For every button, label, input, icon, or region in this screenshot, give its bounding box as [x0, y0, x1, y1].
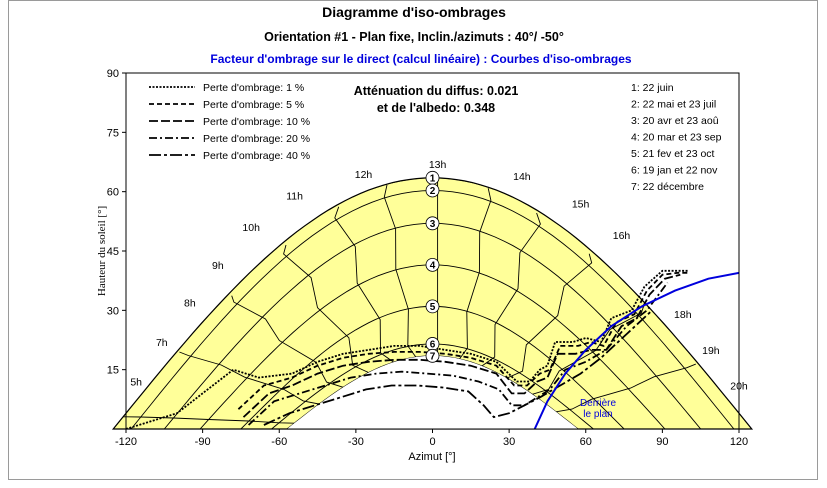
day-legend-item-5: 5: 21 fev et 23 oct — [631, 148, 715, 160]
hour-line-1 — [179, 351, 322, 405]
shadow-region — [286, 355, 579, 429]
day-marker-label-6: 6 — [430, 339, 436, 350]
day-marker-circle-3 — [425, 216, 440, 231]
hour-label-16h: 16h — [613, 230, 631, 242]
x-tick-label-90: 90 — [656, 436, 668, 448]
x-tick-label--120: -120 — [115, 436, 137, 448]
hour-label-12h: 12h — [355, 169, 373, 181]
hour-line-3 — [283, 244, 372, 375]
hour-label-18h: 18h — [674, 309, 692, 321]
y-tick-label-15: 15 — [107, 365, 119, 377]
x-tick-label--30: -30 — [348, 436, 364, 448]
hour-label-8h: 8h — [184, 297, 196, 309]
hour-label-10h: 10h — [242, 222, 260, 234]
legend-label-4: Perte d'ombrage: 20 % — [203, 133, 310, 145]
hour-line-8 — [479, 212, 541, 368]
x-tick-label-60: 60 — [580, 436, 592, 448]
behind-plane-label-2: le plan — [583, 409, 612, 420]
day-marker-label-2: 2 — [430, 186, 436, 197]
day-legend-item-4: 4: 20 mar et 23 sep — [631, 132, 722, 144]
day-markers: 1 2 3 4 5 67 — [425, 170, 440, 363]
behind-plane-label-1: Derrière — [580, 398, 617, 409]
hour-line-11 — [553, 363, 696, 413]
day-marker-circle-2 — [425, 183, 440, 198]
y-tick-label-75: 75 — [107, 127, 119, 139]
hour-label-11h: 11h — [286, 191, 303, 203]
hour-line-2 — [231, 295, 347, 389]
day-marker-circle-7 — [425, 348, 440, 363]
legend-label-1: Perte d'ombrage: 1 % — [203, 82, 304, 94]
x-tick-label-0: 0 — [429, 436, 435, 448]
iso-shading-curves — [126, 269, 688, 429]
day-marker-label-4: 4 — [430, 260, 436, 271]
day-legend: 1: 22 juin 2: 22 mai et 23 juil 3: 20 avr … — [631, 82, 722, 193]
day-marker-label-3: 3 — [430, 219, 436, 230]
y-axis-label: Hauteur du soleil [°] — [96, 206, 108, 296]
hour-label-5h: 5h — [130, 377, 142, 389]
x-tick-label-30: 30 — [503, 436, 515, 448]
x-tick-label-120: 120 — [730, 436, 748, 448]
x-axis-label: Azimut [°] — [408, 451, 455, 463]
legend-label-3: Perte d'ombrage: 10 % — [203, 116, 310, 128]
y-tick-label-45: 45 — [107, 246, 119, 258]
day-marker-circle-5 — [425, 299, 440, 314]
day-legend-item-7: 7: 22 décembre — [631, 181, 704, 193]
day-legend-item-2: 2: 22 mai et 23 juil — [631, 99, 716, 111]
iso-curve-1 — [126, 269, 688, 429]
day-legend-item-3: 3: 20 avr et 23 aoû — [631, 115, 719, 127]
window-title: Diagramme d'iso-ombrages — [322, 4, 506, 20]
legend-label-5: Perte d'ombrage: 40 % — [203, 150, 310, 162]
y-tick-label-90: 90 — [107, 68, 119, 80]
x-tick-label--60: -60 — [271, 436, 287, 448]
day-legend-box — [627, 79, 733, 197]
day-legend-item-6: 6: 19 jan et 22 nov — [631, 165, 718, 177]
iso-curve-2 — [237, 271, 688, 410]
y-tick-label-60: 60 — [107, 187, 119, 199]
chart-subtitle: Orientation #1 - Plan fixe, Inclin./azim… — [264, 30, 564, 44]
behind-plane-line — [533, 271, 739, 429]
day-legend-item-1: 1: 22 juin — [631, 82, 674, 94]
hour-label-7h: 7h — [156, 337, 168, 349]
day-marker-label-5: 5 — [430, 302, 436, 313]
iso-curve-3 — [242, 273, 681, 418]
hour-label-14h: 14h — [513, 171, 531, 183]
hour-label-9h: 9h — [212, 260, 224, 272]
x-tick-label--90: -90 — [195, 436, 211, 448]
attenuation-diffuse: Atténuation du diffus: 0.021 — [354, 84, 519, 98]
hour-label-15h: 15h — [572, 199, 590, 211]
hour-label-13h: 13h — [429, 159, 447, 171]
day-marker-label-7: 7 — [430, 351, 436, 362]
plot-area: Derrière le plan 5h 7h 8h 9h 10h 11h 12h 13h 14h… — [111, 159, 754, 430]
day-marker-circle-4 — [425, 257, 440, 272]
day-marker-label-1: 1 — [430, 173, 436, 184]
iso-curve-5 — [263, 309, 653, 426]
hour-line-7 — [458, 188, 492, 360]
legend: Perte d'ombrage: 1 % Perte d'ombrage: 5 %… — [149, 82, 310, 162]
legend-label-2: Perte d'ombrage: 5 % — [203, 99, 304, 111]
iso-shading-chart: Diagramme d'iso-ombrages Orientation #1 … — [96, 4, 754, 463]
chart-window: Diagramme d'iso-ombrages Orientation #1 … — [8, 0, 818, 480]
hour-line-0 — [123, 416, 295, 424]
y-tick-label-30: 30 — [107, 305, 119, 317]
attenuation-albedo: et de l'albedo: 0.348 — [377, 101, 495, 115]
chart-title: Facteur d'ombrage sur le direct (calcul … — [210, 52, 631, 66]
iso-curve-4 — [247, 282, 669, 426]
hour-label-19h: 19h — [702, 345, 720, 357]
hour-line-9 — [503, 253, 593, 380]
